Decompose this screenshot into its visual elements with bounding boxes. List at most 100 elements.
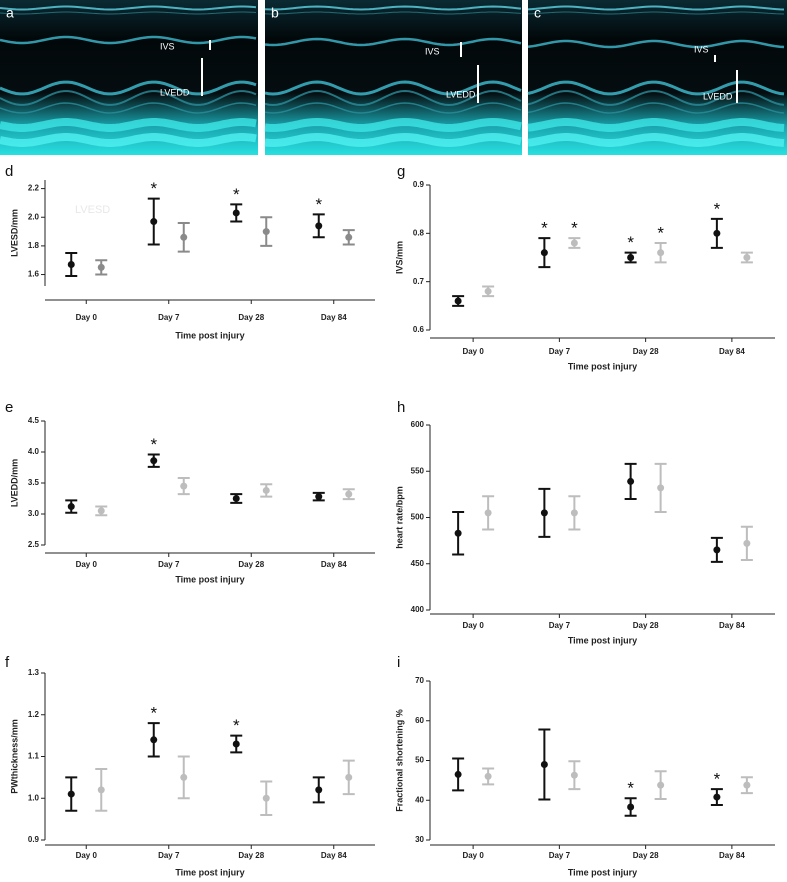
x-tick-label: Day 7 — [549, 347, 571, 356]
echo-band — [264, 102, 522, 114]
y-tick-label: 450 — [411, 559, 425, 568]
significance-mark: * — [627, 779, 634, 798]
panel-label: d — [5, 163, 13, 180]
y-tick-label: 0.7 — [413, 277, 425, 286]
y-tick-label: 1.0 — [28, 793, 40, 802]
image-annotation: LVEDD — [160, 87, 190, 97]
y-tick-label: 1.1 — [28, 752, 40, 761]
y-tick-label: 400 — [411, 605, 425, 614]
mean-point — [713, 793, 721, 801]
y-tick-label: 4.0 — [28, 447, 40, 456]
x-tick-label: Day 0 — [462, 621, 484, 630]
echo-image — [528, 0, 787, 155]
y-tick-label: 1.2 — [28, 710, 40, 719]
y-axis-label: heart rate/bpm — [394, 486, 404, 549]
echo-band — [0, 5, 257, 11]
y-tick-label: 70 — [415, 676, 424, 685]
panel-label: i — [397, 654, 400, 671]
y-tick-label: 4.5 — [28, 416, 40, 425]
mean-point — [657, 249, 665, 257]
panel-label: f — [5, 654, 10, 671]
y-tick-label: 500 — [411, 513, 425, 522]
mean-point — [97, 786, 105, 794]
mean-point — [454, 297, 462, 305]
mean-point — [627, 477, 635, 485]
mean-point — [232, 495, 240, 502]
y-tick-label: 0.9 — [28, 835, 40, 844]
y-tick-label: 3.0 — [28, 509, 40, 518]
y-tick-label: 3.5 — [28, 478, 40, 487]
x-tick-label: Day 7 — [158, 851, 180, 860]
echo-band — [0, 118, 257, 132]
mean-point — [657, 484, 665, 492]
y-tick-label: 2.5 — [28, 540, 40, 549]
significance-mark: * — [150, 179, 157, 198]
x-axis-label: Time post injury — [175, 867, 244, 877]
significance-mark: * — [714, 199, 721, 218]
mean-point — [315, 786, 323, 794]
x-tick-label: Day 0 — [462, 851, 484, 860]
y-tick-label: 550 — [411, 466, 425, 475]
mean-point — [484, 287, 492, 295]
mean-point — [713, 546, 721, 554]
image-annotation: IVS — [425, 46, 440, 56]
mean-point — [484, 509, 492, 517]
mean-point — [180, 482, 188, 490]
x-tick-label: Day 84 — [321, 313, 347, 322]
echo-band — [0, 90, 257, 106]
image-annotation: LVEDD — [703, 91, 733, 101]
y-tick-label: 60 — [415, 716, 424, 725]
significance-mark: * — [657, 223, 664, 242]
mean-point — [67, 790, 75, 798]
mean-point — [540, 760, 548, 768]
y-tick-label: 0.9 — [413, 180, 425, 189]
y-tick-label: 1.6 — [28, 270, 40, 279]
x-tick-label: Day 7 — [158, 313, 180, 322]
y-tick-label: 600 — [411, 420, 425, 429]
echo-band — [0, 11, 257, 15]
echo-band — [527, 90, 785, 106]
x-tick-label: Day 0 — [76, 851, 98, 860]
x-tick-label: Day 0 — [76, 313, 98, 322]
y-axis-label: Fractional shortening % — [394, 709, 404, 812]
significance-mark: * — [714, 770, 721, 789]
mean-point — [67, 261, 75, 269]
y-axis-label: PWthickness/mm — [9, 719, 19, 794]
y-tick-label: 0.6 — [413, 325, 425, 334]
echo-band — [527, 118, 785, 132]
mean-point — [345, 233, 353, 241]
mean-point — [657, 781, 665, 789]
mean-point — [713, 229, 721, 237]
mean-point — [743, 254, 751, 261]
x-axis-label: Time post injury — [568, 361, 637, 371]
image-label: c — [534, 5, 541, 21]
y-tick-label: 40 — [415, 795, 424, 804]
x-tick-label: Day 28 — [238, 313, 264, 322]
echo-image — [0, 0, 258, 155]
echo-band — [0, 102, 257, 114]
x-tick-label: Day 28 — [633, 621, 659, 630]
mean-point — [345, 773, 353, 781]
mean-point — [454, 529, 462, 537]
mean-point — [97, 263, 105, 271]
mean-point — [97, 507, 105, 515]
x-tick-label: Day 0 — [76, 560, 98, 569]
echo-band — [264, 5, 522, 11]
y-tick-label: 0.8 — [413, 228, 425, 237]
echo-band — [0, 133, 257, 147]
echo-band — [0, 35, 257, 45]
x-tick-label: Day 7 — [549, 851, 571, 860]
y-tick-label: 1.3 — [28, 668, 40, 677]
echo-band — [527, 102, 785, 114]
significance-mark: * — [233, 716, 240, 735]
mean-point — [180, 773, 188, 781]
mean-point — [454, 770, 462, 778]
significance-mark: * — [627, 233, 634, 252]
mean-point — [570, 771, 578, 779]
image-annotation: LVEDD — [446, 89, 476, 99]
significance-mark: * — [233, 185, 240, 204]
mean-point — [262, 794, 270, 802]
annotation: LVESD — [75, 204, 110, 216]
echo-band — [0, 80, 257, 96]
